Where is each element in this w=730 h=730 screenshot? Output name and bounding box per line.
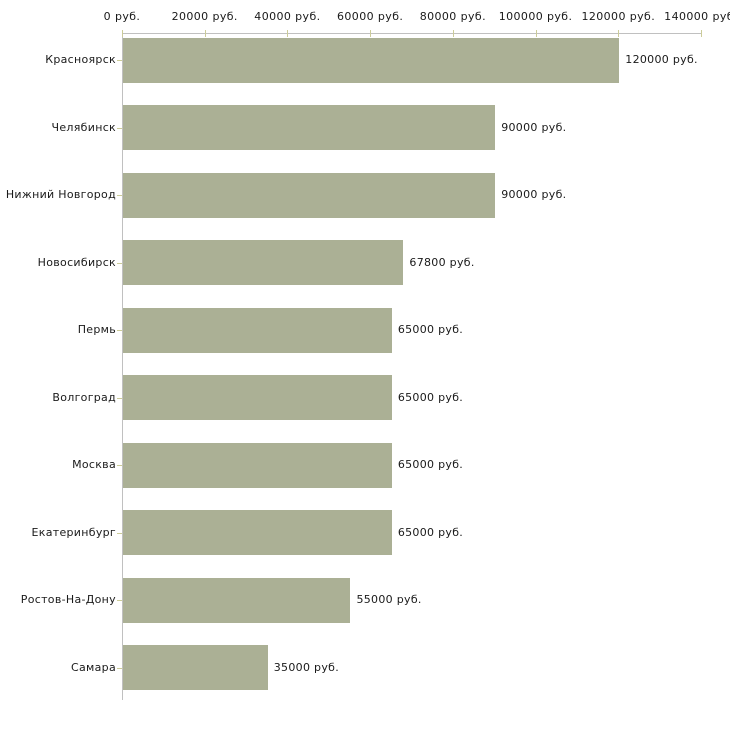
x-tick-label: 120000 руб.: [581, 10, 656, 23]
bar: [123, 37, 620, 83]
value-label: 65000 руб.: [397, 390, 464, 404]
bar: [123, 307, 392, 353]
bar: [123, 240, 404, 285]
x-axis-line: [122, 33, 702, 34]
bar: [123, 172, 496, 218]
category-label: Екатеринбург: [31, 525, 116, 539]
x-tick: [618, 30, 620, 37]
x-tick-label: 140000 руб.: [664, 10, 730, 23]
category-tick: [117, 667, 122, 669]
x-tick: [204, 30, 206, 37]
value-label: 120000 руб.: [625, 53, 698, 66]
category-tick: [117, 330, 122, 331]
value-label: 90000 руб.: [501, 120, 567, 134]
value-label: 65000 руб.: [397, 525, 464, 539]
x-tick-label: 80000 руб.: [419, 10, 486, 23]
x-tick: [535, 30, 537, 37]
category-tick: [117, 60, 122, 61]
y-axis-line: [122, 33, 123, 700]
category-tick: [117, 262, 122, 264]
category-tick: [117, 532, 122, 534]
value-label: 55000 руб.: [356, 593, 422, 606]
bar: [123, 105, 496, 150]
x-tick-label: 20000 руб.: [171, 10, 238, 23]
category-tick: [117, 397, 122, 399]
x-tick: [370, 30, 372, 37]
category-tick: [117, 127, 122, 129]
category-label: Челябинск: [51, 120, 116, 134]
bar: [123, 510, 392, 555]
value-label: 65000 руб.: [397, 323, 464, 336]
x-tick-label: 40000 руб.: [254, 10, 321, 23]
value-label: 35000 руб.: [273, 660, 340, 674]
category-label: Пермь: [77, 323, 116, 336]
bar: [123, 375, 392, 420]
value-label: 90000 руб.: [501, 188, 567, 201]
value-label: 67800 руб.: [409, 255, 475, 269]
category-label: Москва: [72, 458, 116, 471]
category-tick: [117, 600, 122, 601]
category-label: Волгоград: [52, 390, 116, 404]
category-label: Новосибирск: [37, 255, 116, 269]
x-tick-label: 100000 руб.: [498, 10, 573, 23]
value-label: 65000 руб.: [397, 458, 464, 471]
x-tick-label: 0 руб.: [103, 10, 141, 23]
category-label: Нижний Новгород: [5, 188, 116, 201]
category-label: Красноярск: [45, 53, 116, 66]
category-tick: [117, 195, 122, 196]
bar: [123, 645, 268, 690]
category-tick: [117, 465, 122, 466]
x-tick: [452, 30, 454, 37]
bar: [123, 577, 351, 623]
category-label: Ростов-На-Дону: [20, 593, 116, 606]
x-tick-label: 60000 руб.: [337, 10, 404, 23]
bar: [123, 442, 392, 488]
category-label: Самара: [71, 660, 116, 674]
x-tick: [287, 30, 289, 37]
x-tick: [701, 30, 702, 37]
x-tick: [122, 30, 123, 37]
